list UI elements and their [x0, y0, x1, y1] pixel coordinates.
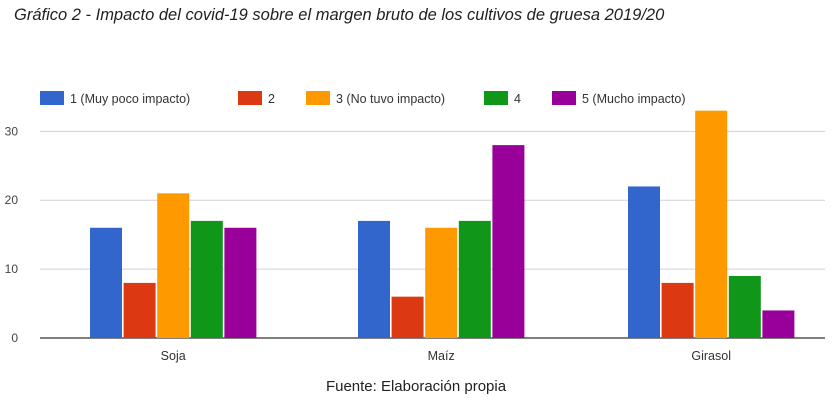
y-tick-label: 10 — [5, 262, 19, 276]
legend-swatch — [40, 91, 64, 105]
legend-swatch — [552, 91, 576, 105]
x-tick-label: Soja — [161, 349, 186, 363]
y-tick-label: 30 — [5, 124, 19, 138]
bar-soja-series-1 — [90, 227, 122, 338]
bars — [90, 110, 795, 339]
legend: 1 (Muy poco impacto) 2 3 (No tuvo impacto)… — [40, 91, 686, 106]
chart-title: Gráfico 2 - Impacto del covid-19 sobre e… — [14, 6, 665, 24]
legend-label: 1 (Muy poco impacto) — [70, 92, 190, 106]
legend-swatch — [306, 91, 330, 105]
bar-girasol-series-1 — [628, 186, 660, 338]
bar-maz-series-1 — [358, 220, 390, 338]
bar-girasol-series-2 — [661, 282, 694, 338]
bar-maz-series-5 — [492, 145, 525, 338]
x-axis-ticks: Soja Maíz Girasol — [161, 349, 731, 363]
bar-soja-series-2 — [123, 282, 156, 338]
legend-label: 3 (No tuvo impacto) — [336, 92, 445, 106]
bar-maz-series-4 — [458, 220, 491, 338]
legend-label: 2 — [268, 92, 275, 106]
y-tick-label: 0 — [11, 331, 18, 345]
bar-soja-series-5 — [224, 227, 257, 338]
y-axis-ticks: 0 10 20 30 — [5, 124, 19, 345]
bar-maz-series-2 — [391, 296, 424, 338]
source-note: Fuente: Elaboración propia — [325, 378, 507, 395]
bar-soja-series-3 — [157, 193, 190, 338]
x-tick-label: Maíz — [428, 349, 455, 363]
legend-swatch — [484, 91, 508, 105]
y-tick-label: 20 — [5, 193, 19, 207]
bar-girasol-series-5 — [762, 310, 795, 338]
legend-label: 4 — [514, 92, 521, 106]
bar-soja-series-4 — [190, 220, 223, 338]
bar-girasol-series-4 — [728, 276, 761, 338]
bar-girasol-series-3 — [695, 110, 728, 339]
legend-swatch — [238, 91, 262, 105]
bar-maz-series-3 — [425, 227, 458, 338]
legend-label: 5 (Mucho impacto) — [582, 92, 686, 106]
x-tick-label: Girasol — [691, 349, 731, 363]
